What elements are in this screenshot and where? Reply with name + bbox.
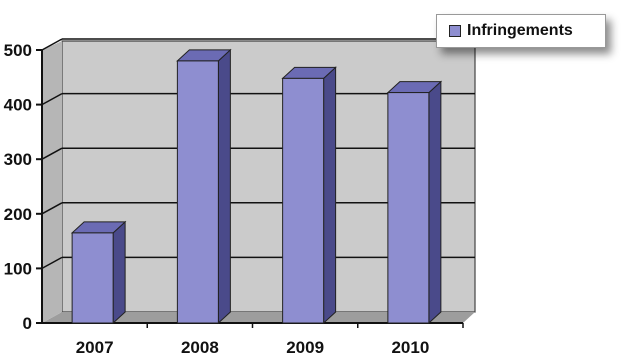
bar-2009 [281, 66, 337, 325]
y-tick-label: 100 [4, 259, 32, 278]
gridline-diagonal [41, 256, 63, 270]
x-tick-label: 2008 [181, 338, 219, 357]
legend-swatch [449, 25, 461, 37]
gridline-diagonal [41, 202, 63, 215]
y-tick-label: 200 [4, 205, 32, 224]
y-tick-marks [36, 49, 42, 324]
gridline-diagonal [41, 92, 63, 106]
legend: Infringements [436, 14, 606, 48]
y-tick-label: 400 [4, 96, 32, 115]
bar-front [176, 60, 219, 324]
bar-side [323, 66, 337, 325]
x-tick-labels: 2007 2008 2009 2010 [76, 323, 464, 357]
y-tick-labels: 0 100 200 300 400 500 [4, 41, 32, 333]
bar-side [217, 48, 231, 325]
chart-side-wall [42, 41, 62, 323]
gridline-diagonal [41, 147, 63, 160]
y-tick-label: 500 [4, 41, 32, 60]
gridline-diagonal [41, 38, 63, 51]
bar-side [112, 220, 126, 325]
chart-floor [42, 312, 475, 323]
x-tick-label: 2009 [286, 338, 324, 357]
bar-2010 [386, 80, 443, 325]
bar-2007 [70, 220, 127, 325]
bar-front [71, 232, 114, 324]
bar-side [428, 80, 442, 325]
x-tick-label: 2007 [76, 338, 114, 357]
y-tick-label: 300 [4, 150, 32, 169]
legend-label: Infringements [467, 22, 573, 39]
y-tick-label: 0 [23, 314, 32, 333]
bar-2008 [176, 48, 232, 325]
bar-front [387, 92, 430, 324]
bar-front [282, 77, 325, 324]
bars [70, 48, 443, 325]
x-tick-label: 2010 [391, 338, 429, 357]
